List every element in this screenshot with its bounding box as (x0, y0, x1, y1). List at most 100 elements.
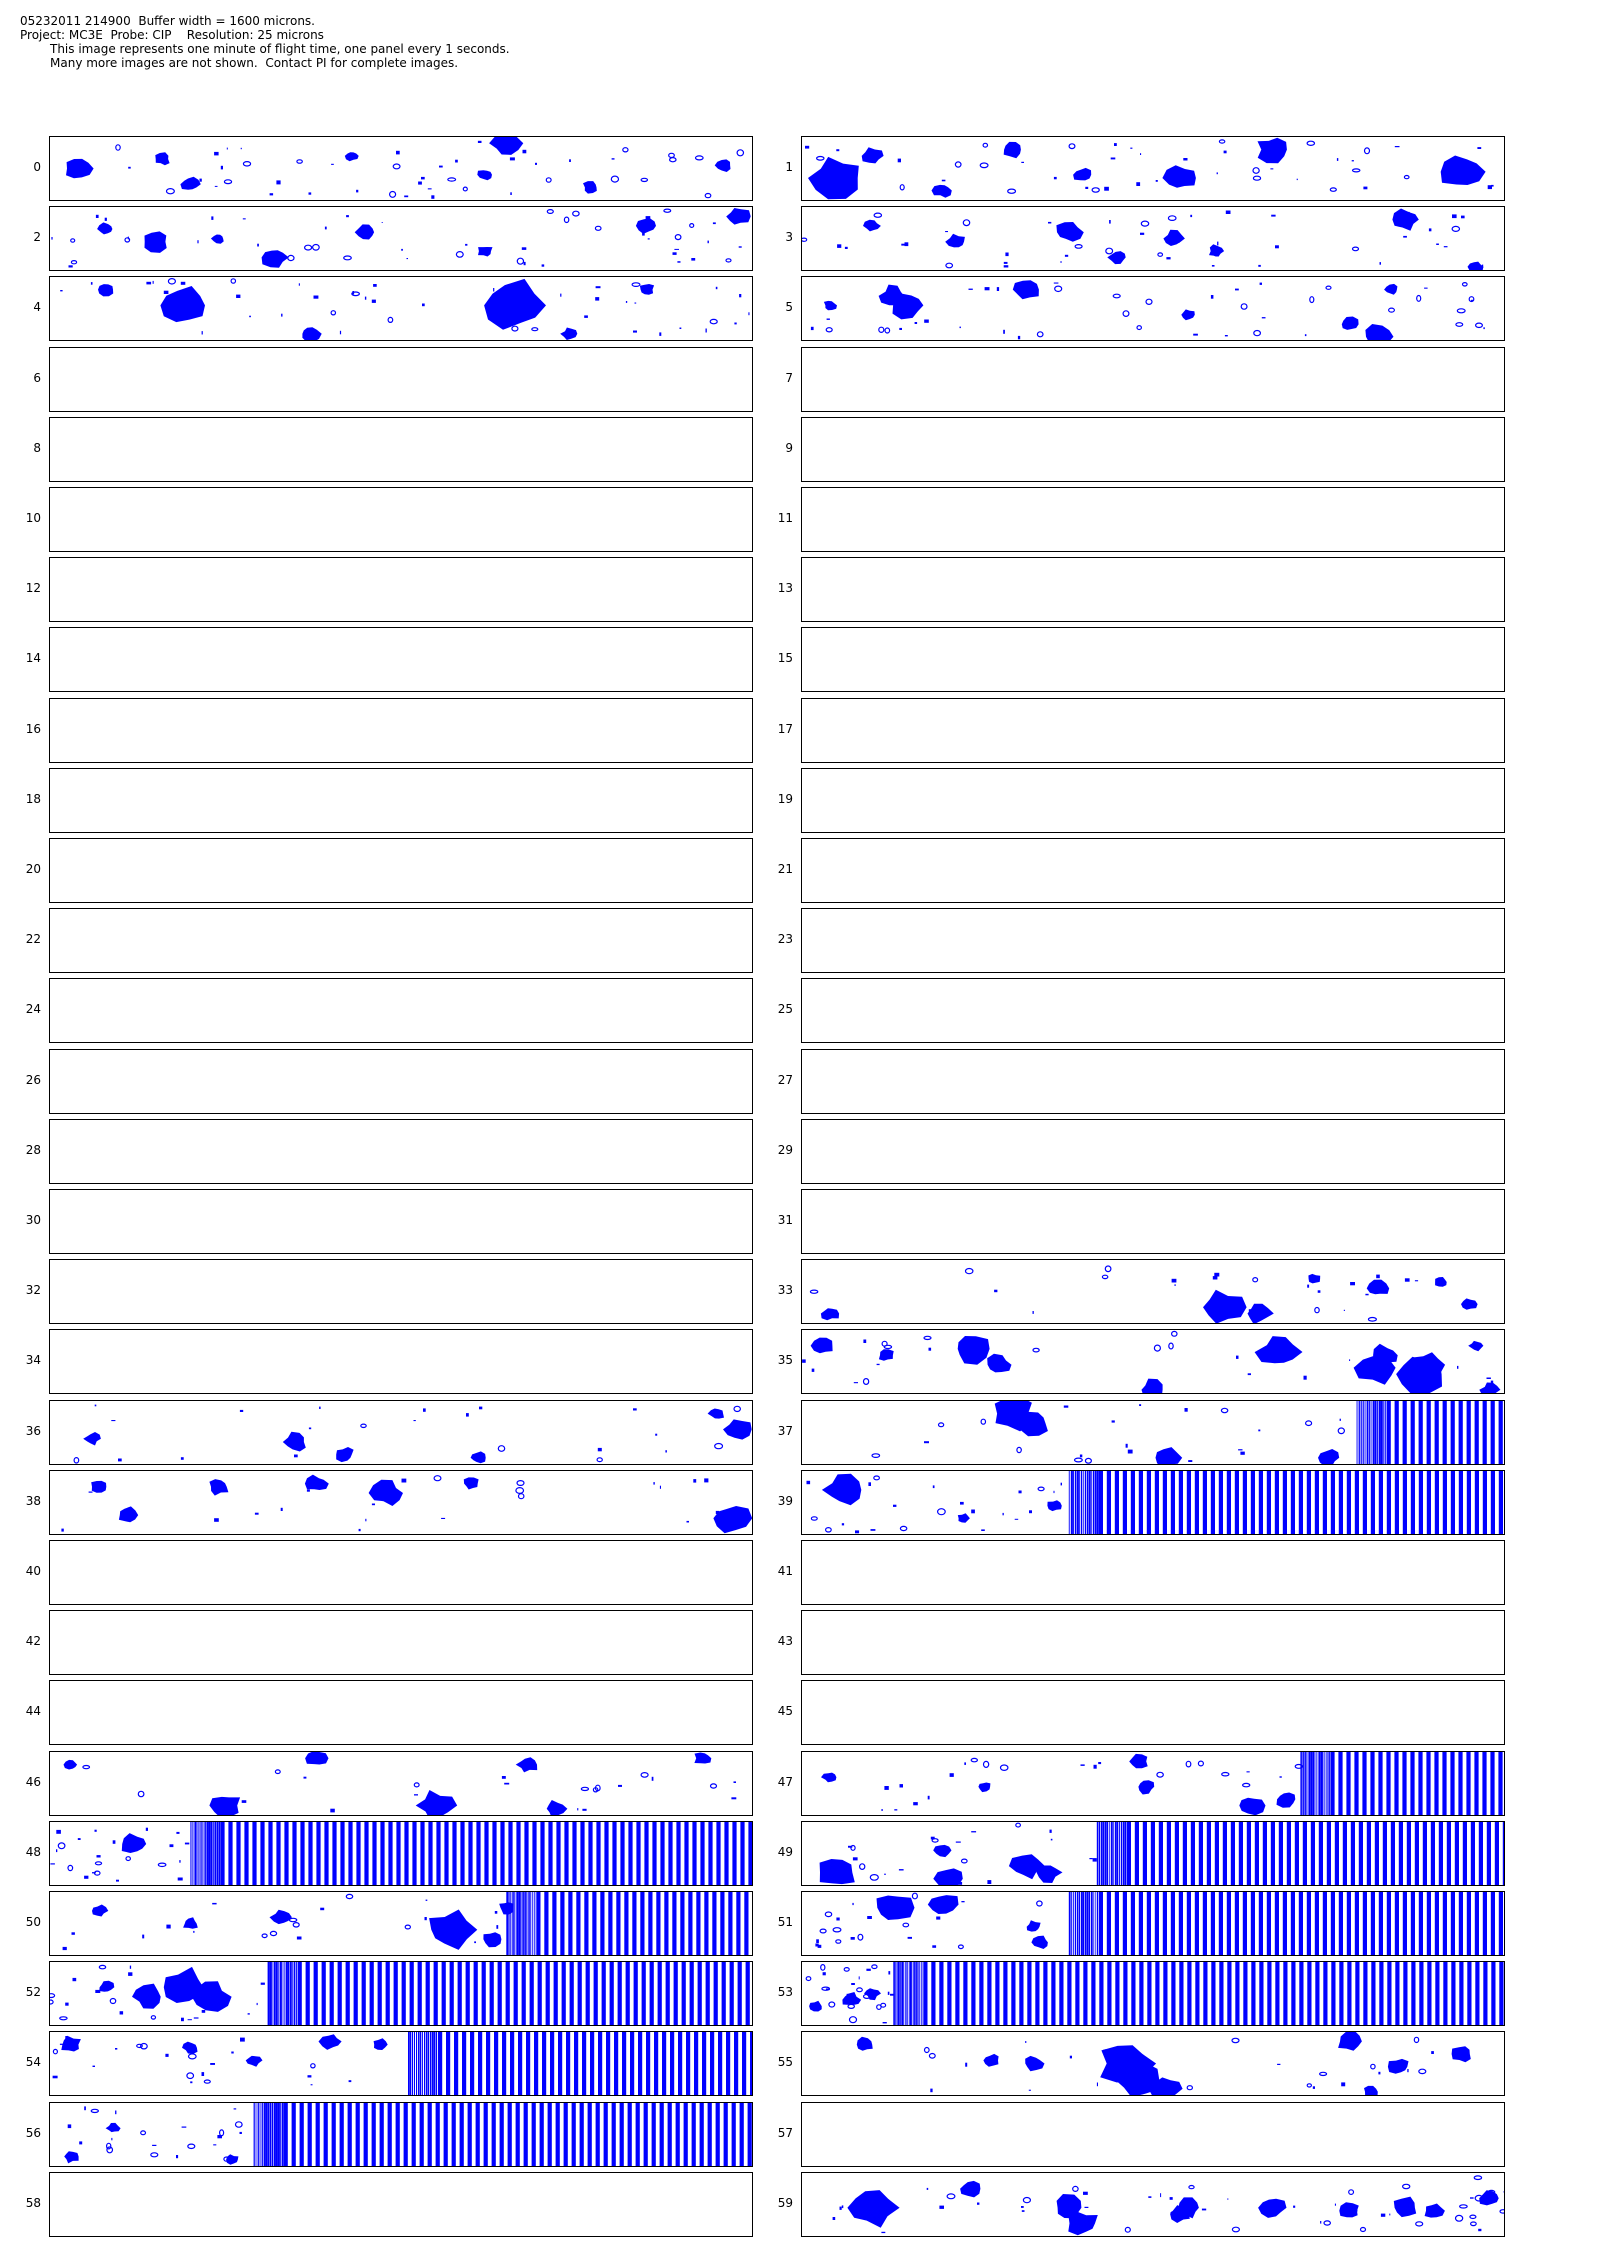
stripe-bar (707, 2103, 712, 2166)
stripe-bar (1120, 1822, 1123, 1885)
stripe-bar (737, 1962, 742, 2025)
stripe-bar (1306, 1892, 1311, 1955)
stripe-bar (1438, 1822, 1443, 1885)
particle-image (802, 839, 1504, 902)
stripe-bar (356, 1822, 361, 1885)
speck-particle (247, 2013, 250, 2015)
image-panel (49, 2172, 753, 2237)
stripe-bar (539, 2103, 544, 2166)
stripe-bar (1451, 1962, 1456, 2025)
blob-particle (1209, 244, 1225, 257)
stripe-bar (1106, 1892, 1111, 1955)
stripe-bar (1163, 1962, 1168, 2025)
panel-label: 31 (777, 1213, 793, 1227)
stripe-bar (194, 1822, 197, 1885)
speck-particle (844, 246, 848, 249)
stripe-bar (1403, 1962, 1408, 2025)
stripe-bar (1092, 1471, 1095, 1534)
speck-particle (1349, 1359, 1351, 1361)
speck-particle (190, 2081, 193, 2084)
stripe-bar (742, 2032, 747, 2095)
stripe-bar (963, 1962, 968, 2025)
stripe-bar (624, 1892, 629, 1955)
speck-particle (1050, 1838, 1053, 1841)
stripe-bar (300, 1822, 305, 1885)
stripe-bar (643, 2103, 648, 2166)
speck-particle (1471, 299, 1474, 301)
ring-particle (709, 318, 718, 325)
stripe-bar (345, 1962, 350, 2025)
stripe-bar (1142, 1822, 1147, 1885)
image-panel (49, 347, 753, 412)
stripe-region (253, 2103, 752, 2166)
speck-particle (836, 149, 840, 152)
blob-particle (1073, 167, 1092, 181)
stripe-bar (267, 2103, 270, 2166)
stripe-bar (1202, 1892, 1207, 1955)
speck-particle (965, 2062, 968, 2067)
stripe-bar (1068, 1892, 1071, 1955)
speck-particle (1376, 1274, 1380, 1279)
ring-particle (186, 2072, 195, 2080)
speck-particle (618, 1784, 622, 1787)
stripe-bar (1187, 1962, 1192, 2025)
speck-particle (439, 165, 443, 168)
stripe-bar (1322, 1892, 1327, 1955)
stripe-bar (1194, 1471, 1199, 1534)
ring-particle (931, 1838, 939, 1843)
speck-particle (88, 1491, 93, 1493)
stripe-bar (1410, 1752, 1415, 1815)
ring-particle (230, 278, 237, 284)
speck-particle (1114, 143, 1117, 146)
stripe-bar (729, 1962, 734, 2025)
stripe-bar (614, 2032, 619, 2095)
speck-particle (509, 157, 515, 161)
speck-particle (214, 185, 218, 187)
stripe-bar (494, 2032, 499, 2095)
speck-particle (308, 1427, 312, 1430)
blob-particle (245, 2055, 263, 2067)
stripe-bar (1414, 1822, 1419, 1885)
panel-label: 7 (785, 371, 793, 385)
ring-particle (946, 2193, 956, 2200)
stripe-bar (620, 1822, 625, 1885)
stripe-bar (279, 1962, 282, 2025)
stripe-bar (516, 1892, 519, 1955)
stripe-bar (654, 2032, 659, 2095)
ring-particle (312, 243, 320, 251)
speck-particle (94, 1404, 97, 1407)
stripe-bar (190, 1822, 192, 1885)
blob-particle (1008, 1854, 1045, 1880)
blob-particle (209, 1796, 241, 1815)
image-panel (801, 1400, 1505, 1465)
ring-particle (820, 1964, 826, 1971)
image-panel (801, 206, 1505, 271)
speck-particle (1247, 1373, 1251, 1376)
ring-particle (546, 208, 554, 214)
speck-particle (214, 1518, 219, 1522)
stripe-bar (611, 2103, 616, 2166)
speck-particle (1336, 158, 1339, 161)
blob-particle (823, 300, 837, 311)
image-panel (49, 276, 753, 341)
speck-particle (1491, 184, 1494, 187)
speck-particle (236, 294, 241, 298)
speck-particle (839, 2206, 842, 2210)
blob-particle (978, 1782, 991, 1793)
stripe-bar (1322, 1471, 1327, 1534)
stripe-bar (734, 2032, 739, 2095)
stripe-bar (595, 2103, 600, 2166)
stripe-bar (279, 2103, 281, 2166)
stripe-bar (1124, 1822, 1127, 1885)
stripe-bar (748, 1822, 752, 1885)
image-panel (801, 1189, 1505, 1254)
blob-particle (415, 1790, 458, 1815)
ring-particle (1122, 310, 1130, 317)
ring-particle (288, 1917, 298, 1923)
header-line-2: Project: MC3E Probe: CIP Resolution: 25 … (20, 28, 324, 42)
speck-particle (733, 1781, 736, 1783)
ring-particle (433, 1475, 442, 1482)
ring-particle (330, 310, 337, 316)
speck-particle (1403, 235, 1407, 238)
stripe-bar (652, 1822, 657, 1885)
